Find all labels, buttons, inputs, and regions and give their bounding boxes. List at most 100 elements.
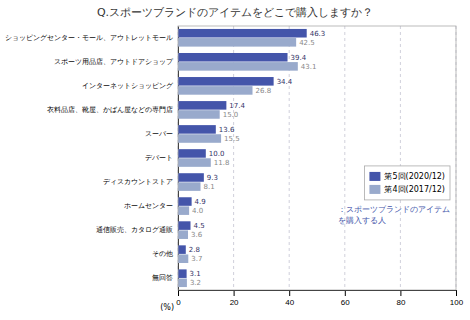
y-tick-label: ショッピングセンター・モール、アウトレットモール — [5, 34, 173, 42]
x-tick: 0 — [176, 290, 181, 307]
bar — [178, 38, 296, 47]
y-tick-label: デパート — [145, 154, 173, 161]
data-label: 15.5 — [224, 135, 240, 143]
x-tick: 80 — [396, 290, 405, 307]
data-label: 3.7 — [191, 255, 202, 263]
y-tick: ディスカウントストア — [103, 178, 173, 185]
legend-swatch — [369, 185, 380, 194]
data-label: 3.2 — [190, 279, 201, 287]
y-tick-label: ホームセンター — [124, 202, 173, 210]
data-label: 10.0 — [209, 150, 225, 158]
y-tick-label: スポーツ用品店、アウトドアショップ — [54, 58, 174, 65]
data-label: 11.8 — [214, 159, 230, 167]
grid-line — [400, 26, 401, 290]
x-tick-label: 40 — [285, 298, 294, 307]
bar — [178, 269, 187, 278]
data-label: 9.3 — [207, 174, 218, 182]
y-tick: デパート — [145, 154, 173, 161]
x-axis-label: (%) — [160, 303, 174, 312]
data-label: 39.4 — [291, 54, 307, 62]
x-tick-mark — [400, 290, 401, 296]
data-label: 4.9 — [195, 198, 206, 206]
data-label: 26.8 — [256, 87, 272, 95]
bar — [178, 254, 188, 263]
y-tick: 無回答 — [152, 274, 173, 282]
data-label: 43.1 — [301, 63, 317, 71]
data-label: 42.5 — [299, 39, 315, 47]
bar — [178, 173, 204, 182]
x-tick-label: 100 — [450, 298, 464, 307]
y-tick-label: 無回答 — [152, 274, 173, 282]
plot: 0 20 40 60 80 100 ショッピングセンター・モール、アウトレットモールスポーツ… — [5, 26, 464, 312]
annotation-text: を購入する人 — [338, 216, 386, 225]
y-tick: スポーツ用品店、アウトドアショップ — [54, 58, 174, 65]
data-label: 2.8 — [189, 246, 200, 254]
y-tick: ショッピングセンター・モール、アウトレットモール — [5, 34, 173, 42]
x-tick-mark — [234, 290, 235, 296]
x-tick-mark — [456, 290, 457, 296]
bar — [178, 101, 226, 110]
x-axis: 0 20 40 60 80 100 — [176, 290, 463, 307]
bar — [178, 86, 253, 95]
bar — [178, 230, 188, 239]
x-tick-mark — [178, 290, 179, 296]
data-label: 15.0 — [223, 111, 239, 119]
data-label: 17.4 — [229, 102, 245, 110]
chart-svg: Q.スポーツブランドのアイテムをどこで購入しますか？ 0 20 40 60 80 100 ショ… — [0, 0, 470, 320]
grid — [178, 26, 456, 290]
bar-series — [178, 29, 307, 278]
x-tick-mark — [345, 290, 346, 296]
y-tick: その他 — [152, 250, 173, 258]
y-tick-label: 衣料品店、靴屋、かばん屋などの専門店 — [47, 106, 173, 114]
bar — [178, 110, 220, 119]
x-tick-label: 20 — [230, 298, 239, 307]
bar — [178, 278, 187, 287]
bar — [178, 29, 307, 38]
grid-line — [344, 26, 345, 290]
y-tick: 衣料品店、靴屋、かばん屋などの専門店 — [47, 106, 173, 114]
y-tick-label: インターネットショッピング — [82, 82, 174, 90]
data-label: 8.1 — [204, 183, 215, 191]
bar — [178, 62, 298, 71]
x-tick: 40 — [285, 290, 294, 307]
bar — [178, 134, 221, 143]
y-tick-label: その他 — [152, 250, 173, 258]
bar — [178, 221, 191, 230]
bar — [178, 158, 211, 167]
legend-frame — [364, 166, 450, 200]
annotation-text: ：スポーツブランドのアイテム — [338, 205, 450, 214]
data-labels: 46.339.434.417.413.610.09.34.94.52.83.14… — [189, 30, 326, 288]
bar — [178, 182, 201, 191]
plot-frame — [178, 26, 456, 290]
y-axis: ショッピングセンター・モール、アウトレットモールスポーツ用品店、アウトドアショッ… — [5, 27, 179, 291]
title: Q.スポーツブランドのアイテムをどこで購入しますか？ — [97, 6, 373, 19]
bars — [178, 29, 307, 287]
x-tick: 100 — [450, 290, 464, 307]
y-tick: インターネットショッピング — [82, 82, 174, 90]
y-tick-label: 通信販売、カタログ通販 — [96, 226, 173, 234]
legend-label: 第4回(2017/12) — [384, 185, 445, 194]
x-tick-label: 0 — [176, 298, 181, 307]
y-tick-label: ディスカウントストア — [103, 178, 173, 185]
bar — [178, 197, 192, 206]
data-label: 46.3 — [310, 30, 326, 38]
x-tick-mark — [289, 290, 290, 296]
chart-root: Q.スポーツブランドのアイテムをどこで購入しますか？ 0 20 40 60 80 100 ショ… — [0, 0, 470, 320]
data-label: 3.6 — [191, 231, 203, 239]
x-tick-label: 60 — [341, 298, 350, 307]
y-tick: ホームセンター — [124, 202, 173, 210]
y-tick-label: スーパー — [145, 130, 173, 137]
data-label: 13.6 — [219, 126, 235, 134]
y-tick: 通信販売、カタログ通販 — [96, 226, 173, 234]
data-label: 34.4 — [277, 78, 293, 86]
bar — [178, 149, 206, 158]
bar — [178, 125, 216, 134]
bar — [178, 206, 189, 215]
annotation: ：スポーツブランドのアイテムを購入する人 — [338, 205, 450, 225]
bar-series — [178, 38, 298, 287]
x-tick: 20 — [230, 290, 239, 307]
x-tick: 60 — [341, 290, 350, 307]
data-label: 4.5 — [194, 222, 205, 230]
legend-swatch — [369, 172, 380, 181]
legend-item: 第5回(2020/12) — [369, 172, 445, 181]
